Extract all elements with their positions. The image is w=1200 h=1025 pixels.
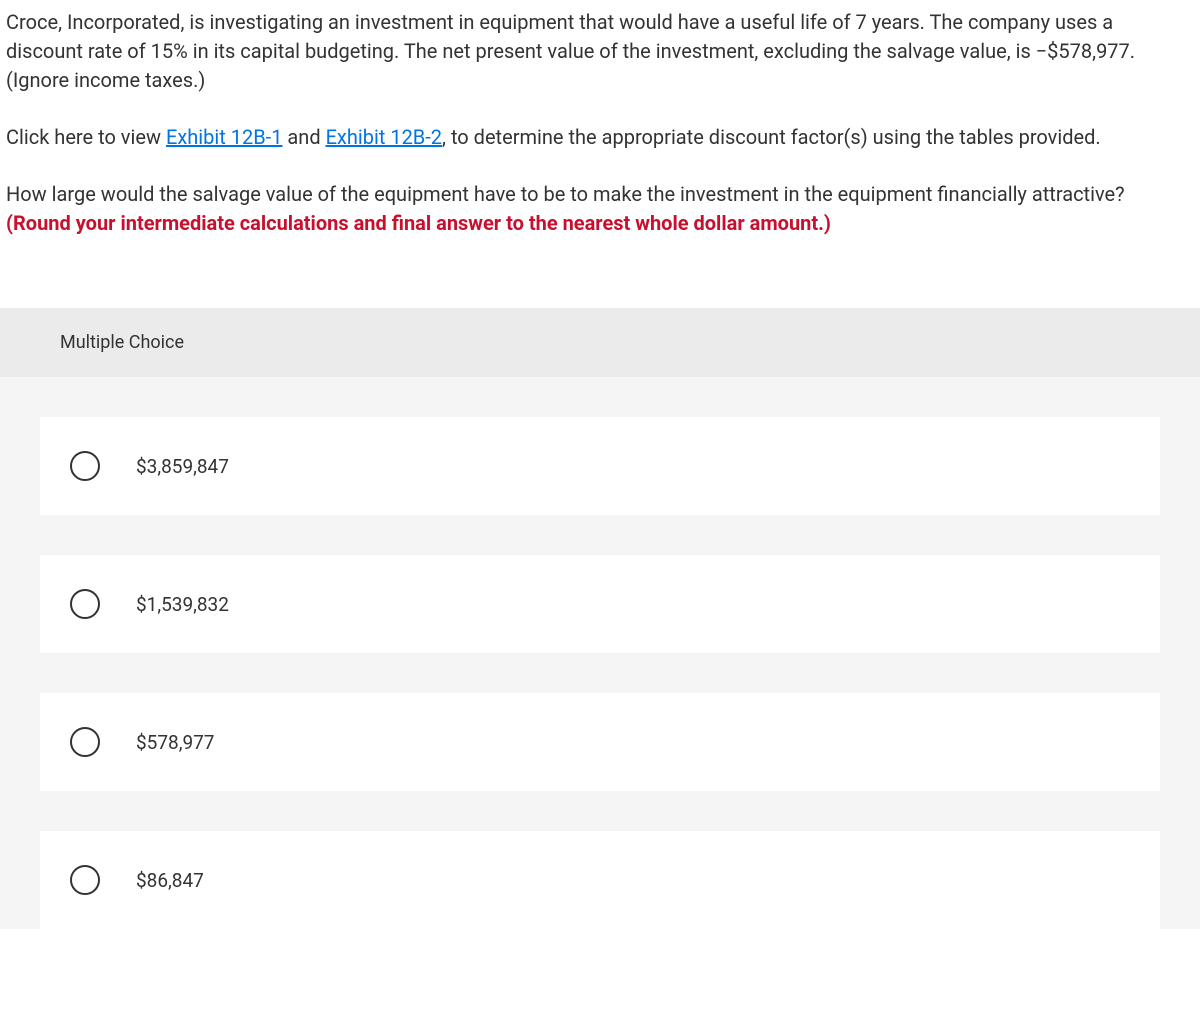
option-2[interactable]: $1,539,832: [40, 555, 1160, 653]
p2-post: , to determine the appropriate discount …: [442, 125, 1101, 149]
p3-pre: How large would the salvage value of the…: [6, 182, 1125, 206]
p2-pre: Click here to view: [6, 125, 166, 149]
exhibit-link-2[interactable]: Exhibit 12B-2: [326, 125, 442, 149]
question-paragraph-3: How large would the salvage value of the…: [6, 180, 1194, 238]
radio-icon: [70, 451, 100, 481]
multiple-choice-container: Multiple Choice $3,859,847 $1,539,832 $5…: [0, 308, 1200, 929]
question-paragraph-1: Croce, Incorporated, is investigating an…: [6, 8, 1194, 95]
multiple-choice-header: Multiple Choice: [0, 308, 1200, 377]
question-text: Croce, Incorporated, is investigating an…: [0, 0, 1200, 238]
question-paragraph-2: Click here to view Exhibit 12B-1 and Exh…: [6, 123, 1194, 152]
options-wrapper: $3,859,847 $1,539,832 $578,977 $86,847: [0, 377, 1200, 929]
option-label: $578,977: [136, 731, 215, 754]
radio-icon: [70, 865, 100, 895]
radio-icon: [70, 589, 100, 619]
exhibit-link-1[interactable]: Exhibit 12B-1: [166, 125, 282, 149]
rounding-instruction: (Round your intermediate calculations an…: [6, 211, 831, 235]
option-label: $3,859,847: [136, 455, 229, 478]
p2-mid: and: [282, 125, 325, 149]
radio-icon: [70, 727, 100, 757]
option-1[interactable]: $3,859,847: [40, 417, 1160, 515]
option-label: $1,539,832: [136, 593, 229, 616]
option-4[interactable]: $86,847: [40, 831, 1160, 929]
option-label: $86,847: [136, 869, 204, 892]
option-3[interactable]: $578,977: [40, 693, 1160, 791]
